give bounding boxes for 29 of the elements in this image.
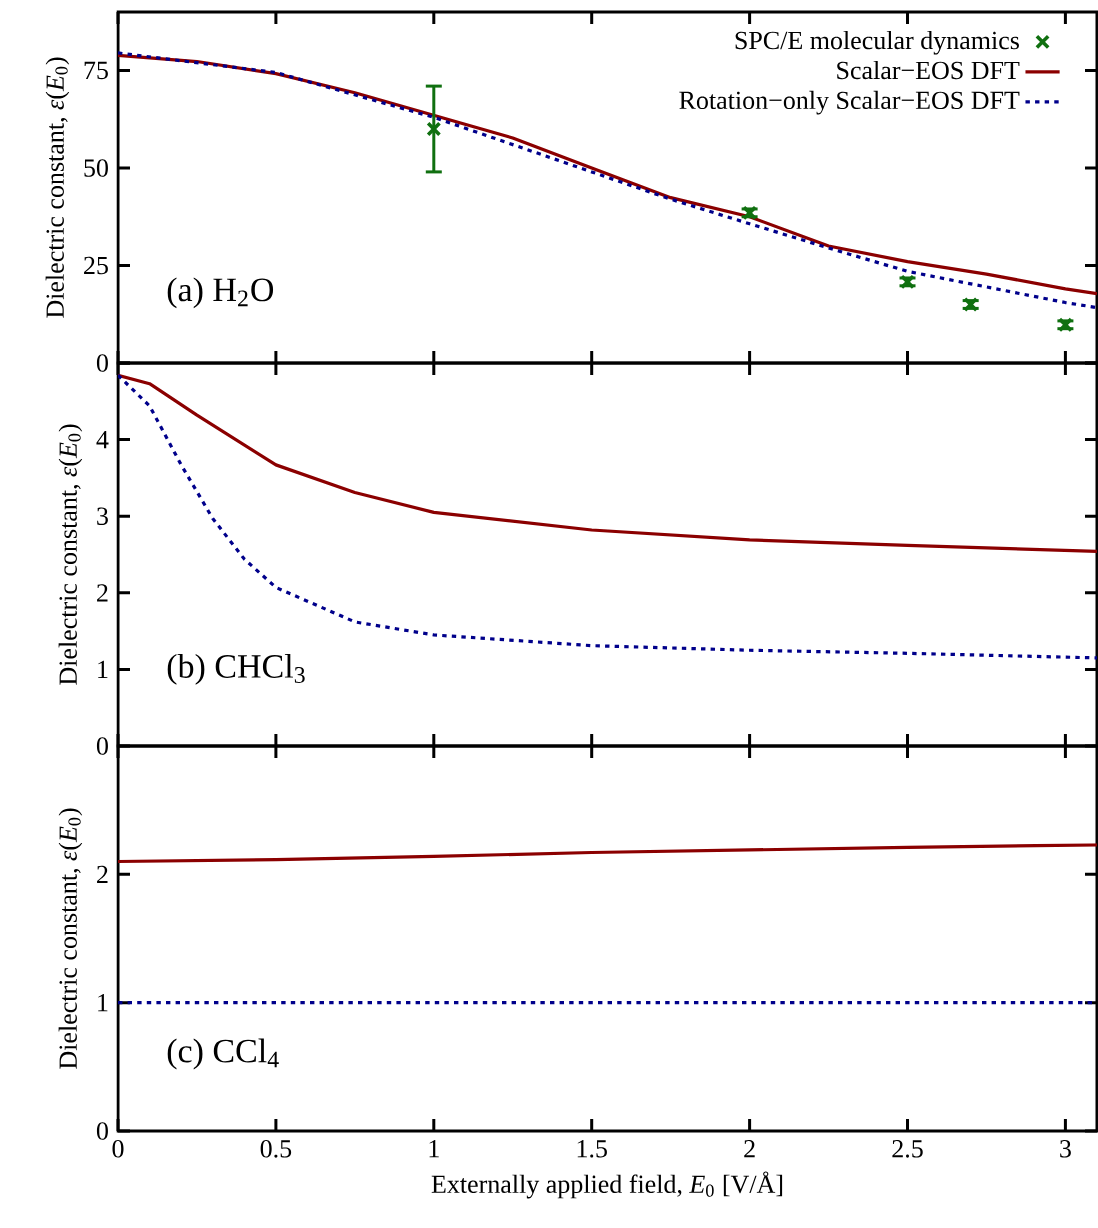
y-tick-label: 0 bbox=[96, 737, 108, 755]
y-tick-label: 0 bbox=[96, 354, 108, 372]
y-tick-label: 1 bbox=[98, 660, 108, 678]
x-tick-label: 3 bbox=[1060, 1140, 1071, 1158]
x-tick-label: 2 bbox=[744, 1140, 755, 1158]
y-tick-label: 1 bbox=[98, 994, 108, 1012]
legend-label: Rotation−only Scalar−EOS DFT bbox=[679, 90, 1020, 115]
annotation: (b) CHCl$_{3}$ bbox=[167, 653, 305, 685]
y-tick-label: 3 bbox=[97, 507, 108, 525]
y-tick-label: 0 bbox=[96, 1122, 108, 1140]
annotation: (a) H$_{2}$O bbox=[167, 277, 274, 309]
y-axis-title: Dielectric constant, ε(E$_{0}$) bbox=[58, 808, 83, 1069]
y-tick-label: 25 bbox=[84, 256, 108, 275]
x-tick-label: 2.5 bbox=[892, 1140, 923, 1158]
y-tick-label: 2 bbox=[97, 584, 108, 602]
x-tick-label: 1.5 bbox=[577, 1140, 607, 1158]
x-tick-label: 0 bbox=[112, 1140, 124, 1158]
legend-label: SPC/E molecular dynamics bbox=[735, 30, 1019, 55]
y-tick-label: 50 bbox=[84, 159, 108, 177]
y-tick-label: 4 bbox=[96, 431, 109, 449]
y-axis-title: Dielectric constant, ε(E$_{0}$) bbox=[58, 424, 83, 685]
annotation: (c) CCl$_{4}$ bbox=[167, 1038, 279, 1070]
x-axis-title: Externally applied field, E$_{0}$ [V/Å] bbox=[431, 1171, 783, 1199]
legend-label: Scalar−EOS DFT bbox=[837, 60, 1020, 80]
y-axis-title: Dielectric constant, ε(E$_{0}$) bbox=[45, 57, 70, 318]
x-tick-label: 0.5 bbox=[260, 1140, 292, 1158]
x-tick-label: 1 bbox=[429, 1140, 439, 1158]
y-tick-label: 2 bbox=[97, 865, 108, 883]
y-tick-label: 75 bbox=[84, 61, 108, 80]
